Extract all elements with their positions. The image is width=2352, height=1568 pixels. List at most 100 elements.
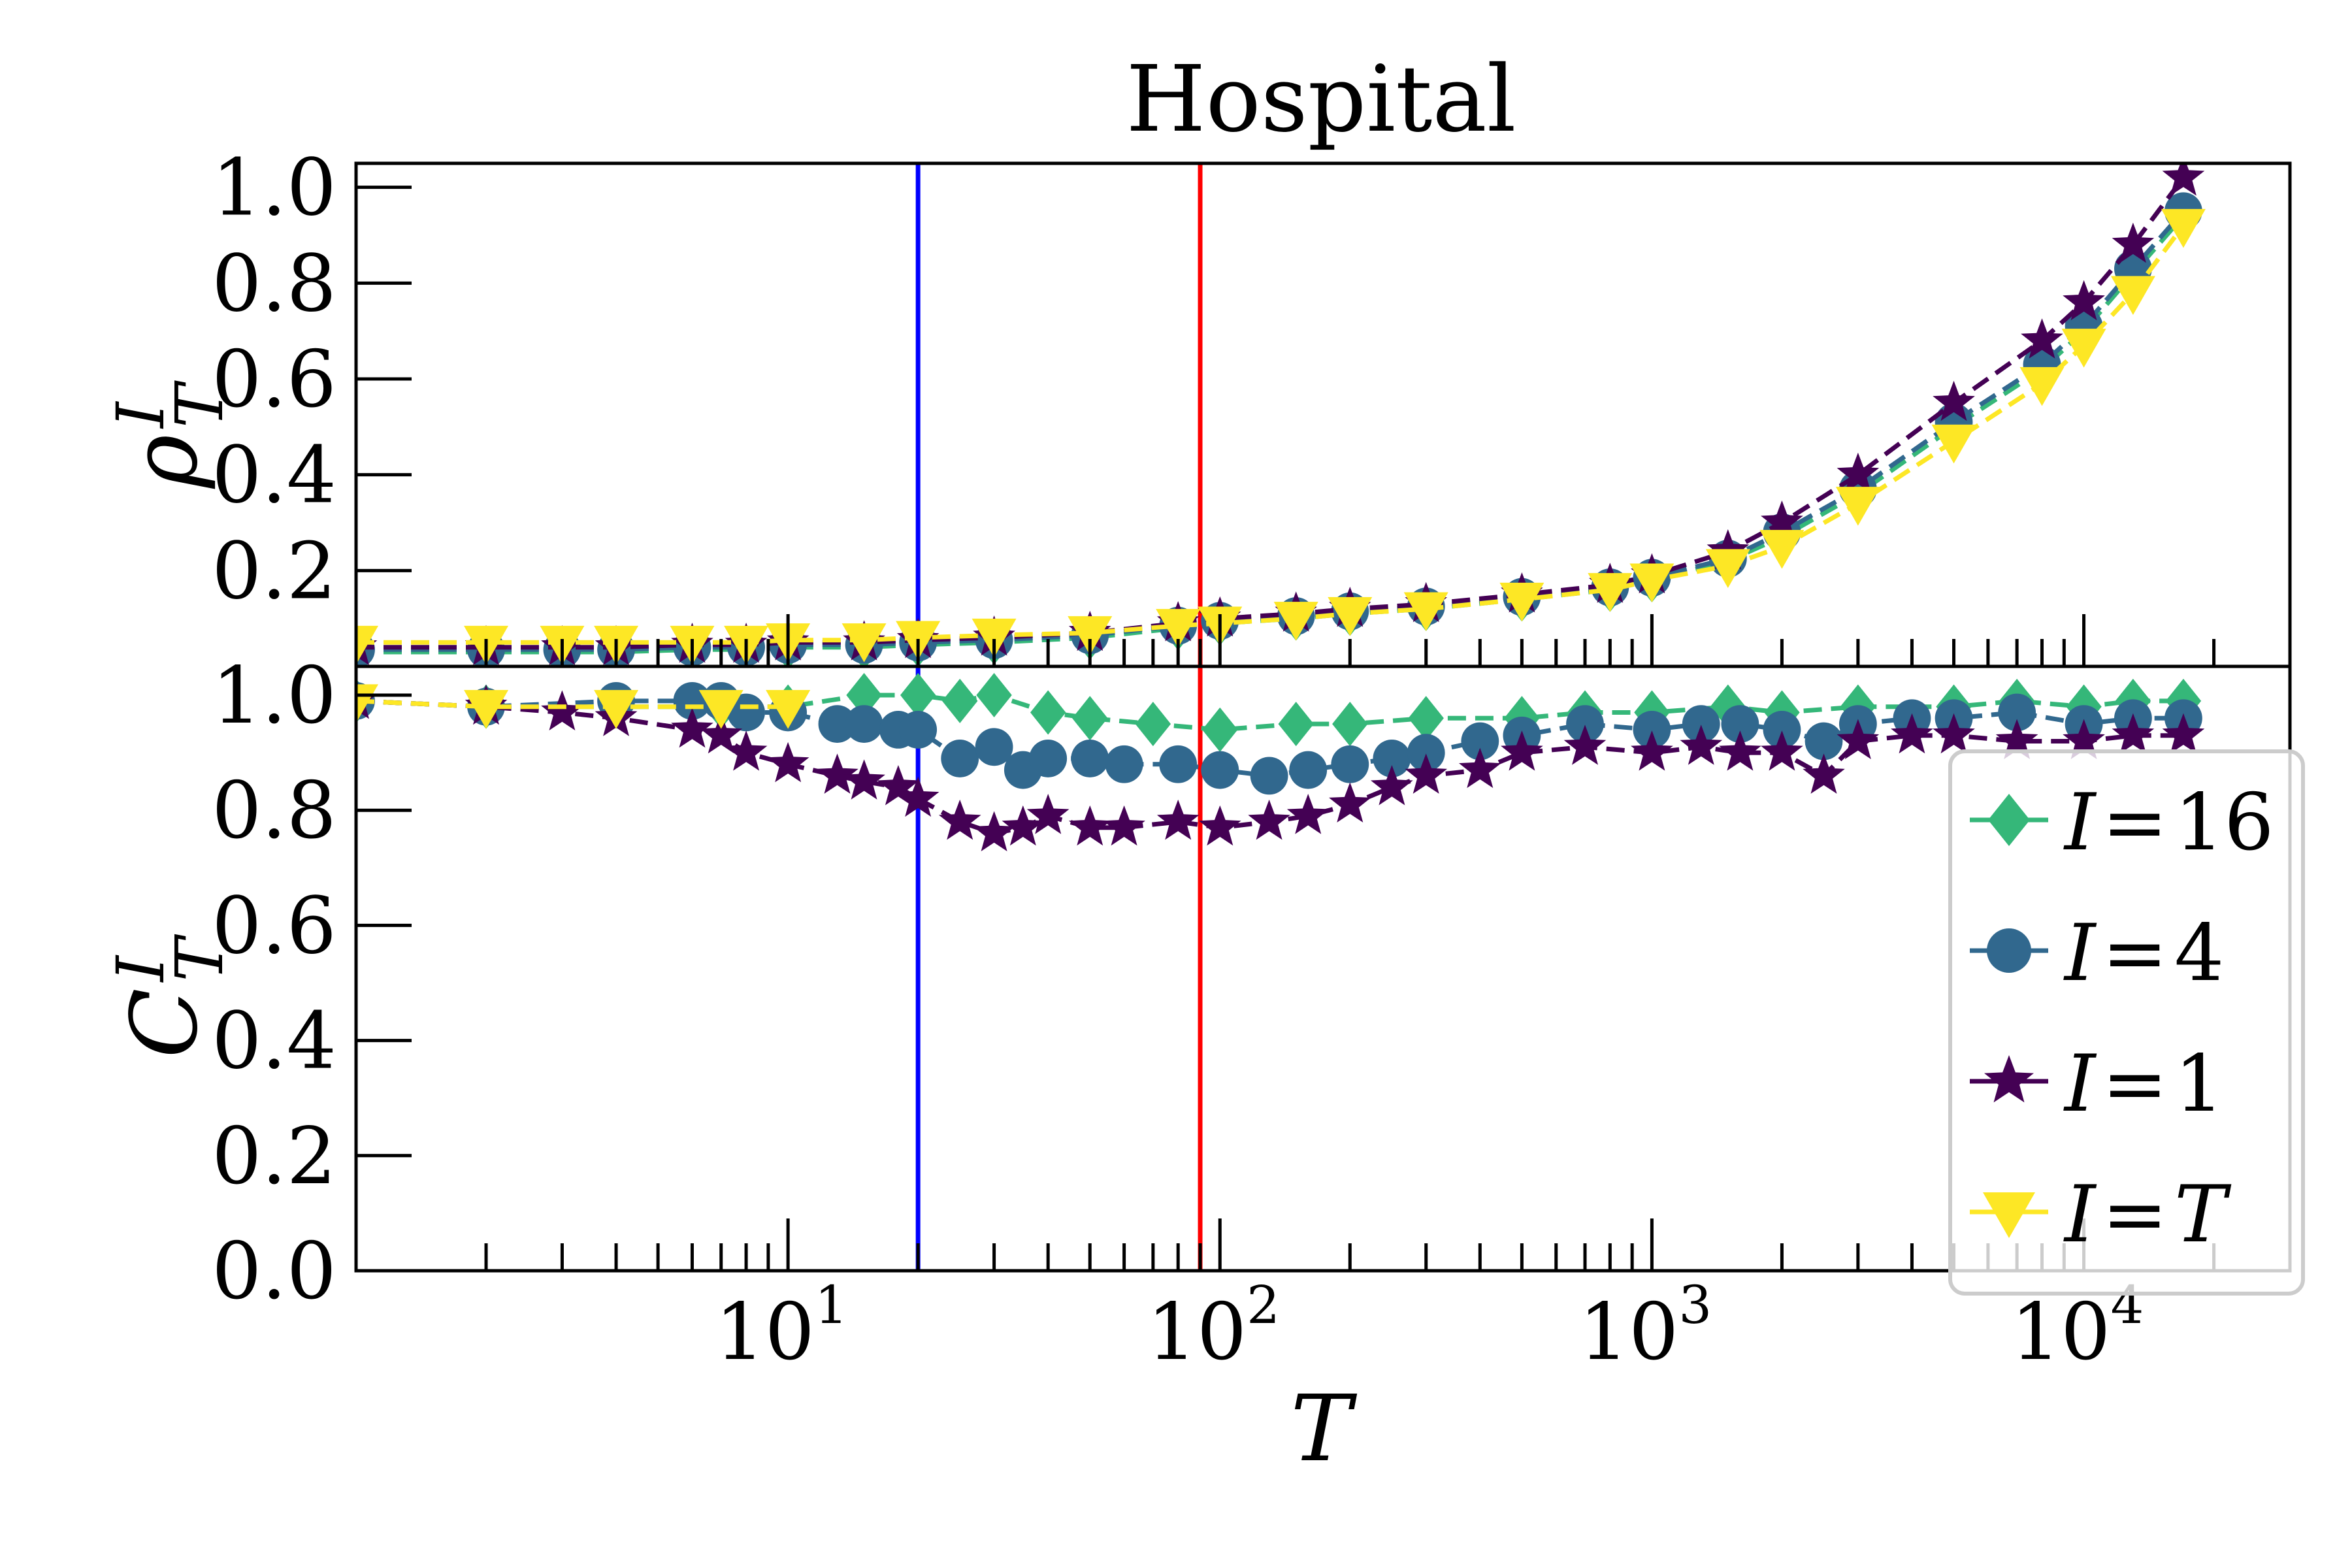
x-tick-label-base: 10 [1147, 1287, 1247, 1378]
bottom-series-2-point [1373, 740, 1411, 777]
bottom-series-3-point [1933, 713, 1975, 754]
legend-label-variable: I [2063, 1169, 2097, 1260]
legend-label-value: T [2174, 1169, 2232, 1260]
top-series-3-point [1761, 500, 1803, 541]
legend-label: I=1 [2063, 1039, 2224, 1130]
legend-label-operator: = [2102, 1039, 2168, 1130]
top-series-4-point [1931, 424, 1976, 464]
bottom-series-3-point [816, 753, 858, 794]
legend-label-operator: = [2102, 777, 2168, 868]
bottom-series-3-point [938, 799, 981, 840]
legend-label-value: 16 [2174, 777, 2274, 868]
legend-swatch-marker [1983, 1192, 2035, 1238]
bottom-series-4-point [594, 690, 639, 729]
top-series-4-point [1068, 616, 1113, 655]
bottom-y-axis-label-sub: T [161, 934, 238, 982]
top-series-4-point [972, 618, 1017, 658]
bottom-series-2-point [1763, 711, 1801, 749]
bottom-series-2-point [1029, 740, 1068, 777]
bottom-data-layer [356, 666, 2205, 1271]
bottom-series-3-point [1995, 719, 2038, 759]
bottom-series-2-point [975, 728, 1013, 766]
bottom-series-3-point [1156, 799, 1200, 840]
top-y-tick-label: 1.0 [212, 143, 336, 234]
top-series-4 [356, 208, 2206, 665]
bottom-series-1-point [1278, 702, 1314, 747]
bottom-y-tick-label: 1.0 [212, 651, 336, 742]
bottom-series-1-point [1030, 690, 1066, 735]
bottom-series-1-point [942, 678, 978, 723]
bottom-series-2-point [1201, 751, 1239, 789]
top-y-tick-label: 0.8 [212, 238, 336, 329]
bottom-series-3-point [1329, 782, 1371, 823]
x-tick-label: 102 [1147, 1275, 1280, 1378]
bottom-series-2-point [1105, 745, 1143, 783]
bottom-series-3-point [1891, 713, 1933, 754]
legend-label-operator: = [2102, 908, 2168, 999]
legend-entry-3: I=1 [1970, 1039, 2224, 1130]
x-tick-label-base: 10 [2011, 1287, 2111, 1378]
bottom-series-3-point [1459, 747, 1501, 789]
x-tick-label-base: 10 [715, 1287, 815, 1378]
bottom-series-2-point [1407, 734, 1445, 772]
bottom-y-axis-label: CIT [103, 934, 238, 1058]
legend-label: I=T [2063, 1169, 2232, 1260]
legend-swatch-marker [1984, 1055, 2034, 1103]
bottom-series-1-point [1202, 707, 1238, 752]
x-axis-label: T [1290, 1376, 1357, 1482]
legend-entry-2: I=4 [1970, 908, 2224, 999]
bottom-series-3-point [1719, 730, 1761, 771]
top-series-3-point [2162, 163, 2205, 196]
bottom-series-3-point [877, 765, 920, 806]
bottom-series-3-point [1501, 730, 1543, 771]
legend-label-value: 1 [2174, 1039, 2224, 1130]
bottom-series-3-point [1563, 725, 1607, 765]
bottom-series-2-point [1071, 740, 1109, 777]
top-series-3-point [2063, 280, 2105, 321]
top-series-4-point [1588, 573, 1633, 612]
legend-entry-1: I=16 [1970, 777, 2274, 868]
x-axis-tick-labels: 101 102 103 104 [715, 1275, 2144, 1378]
bottom-y-tick-label: 0.8 [212, 766, 336, 857]
top-series-4-point [841, 623, 887, 662]
bottom-series-3-point [2162, 713, 2205, 754]
bottom-series-3-point [1068, 805, 1111, 846]
legend-label-operator: = [2102, 1169, 2168, 1260]
x-tick-label: 103 [1579, 1275, 1712, 1378]
x-tick-label-base: 10 [1579, 1287, 1679, 1378]
bottom-series-4-point [464, 690, 509, 729]
legend-box [1948, 749, 2305, 1296]
top-y-axis-label-sup: I [103, 400, 179, 429]
legend-label-variable: I [2063, 908, 2097, 999]
bottom-series-3-point [766, 742, 809, 783]
bottom-series-3-point [1002, 805, 1045, 846]
x-tick-label-exponent: 3 [1678, 1275, 1712, 1335]
bottom-series-3-point [1761, 730, 1803, 771]
bottom-series-1-point [976, 673, 1012, 718]
top-y-axis-label-sub: T [161, 380, 238, 428]
legend-label-value: 4 [2174, 908, 2224, 999]
bottom-series-2-point [1289, 751, 1328, 789]
bottom-series-2-point [1998, 693, 2036, 732]
bottom-series-2-point [727, 693, 765, 732]
bottom-y-axis-label-sup: I [103, 955, 179, 983]
bottom-series-1-point [1072, 696, 1108, 741]
bottom-series-2-point [1250, 757, 1288, 795]
top-series-4-point [1403, 592, 1448, 631]
bottom-series-3-point [1371, 765, 1413, 806]
legend-swatch-marker [1987, 928, 2031, 973]
top-y-axis-label-base: ρ [112, 434, 218, 489]
bottom-series-4-point [698, 690, 743, 729]
bottom-series-2-point [1566, 705, 1604, 743]
bottom-series-2-point [818, 705, 857, 743]
bottom-series-2-point [1805, 722, 1843, 760]
bottom-y-tick-label: 0.4 [212, 996, 336, 1087]
top-series-3-point [1837, 452, 1880, 493]
bottom-series-3-line [356, 698, 2183, 836]
top-series-4-point [2161, 208, 2206, 248]
bottom-series-3-point [1026, 794, 1070, 834]
top-series-4-point [2110, 276, 2155, 315]
bottom-series-1-point [846, 673, 882, 718]
top-y-tick-label: 0.6 [212, 335, 336, 425]
legend-entry-4: I=T [1970, 1169, 2232, 1260]
